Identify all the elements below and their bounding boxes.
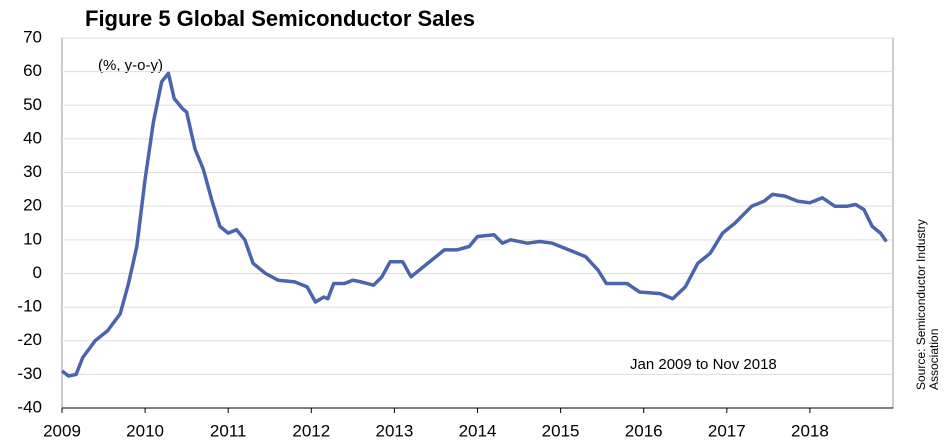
x-tick-label: 2012 <box>292 421 330 440</box>
y-tick-label: -40 <box>17 397 42 416</box>
y-tick-label: 10 <box>23 229 42 248</box>
x-tick-label: 2018 <box>791 421 829 440</box>
x-tick-label: 2014 <box>459 421 497 440</box>
y-tick-label: 50 <box>23 95 42 114</box>
x-tick-label: 2011 <box>210 421 247 440</box>
source-line: Association <box>927 329 941 390</box>
y-tick-label: 40 <box>23 128 42 147</box>
y-tick-label: 20 <box>23 196 42 215</box>
data-line <box>60 71 888 378</box>
annotation: Jan 2009 to Nov 2018 <box>630 356 777 373</box>
y-tick-label: 30 <box>23 162 42 181</box>
y-tick-label: -30 <box>17 364 42 383</box>
x-tick-label: 2009 <box>43 421 81 440</box>
y-tick-label: -10 <box>17 297 42 316</box>
y-tick-label: 60 <box>23 61 42 80</box>
x-tick-label: 2010 <box>126 421 164 440</box>
source-line: Source: Semiconductor Industry <box>914 219 928 390</box>
x-tick-label: 2017 <box>708 421 746 440</box>
y-axis-label: (%, y-o-y) <box>98 57 163 74</box>
plot-frame <box>61 37 894 409</box>
x-tick-label: 2015 <box>542 421 580 440</box>
y-tick-label: 0 <box>33 263 42 282</box>
x-tick-label: 2016 <box>625 421 663 440</box>
chart-title: Figure 5 Global Semiconductor Sales <box>85 6 475 31</box>
y-tick-label: -20 <box>17 330 42 349</box>
y-tick-label: 70 <box>23 27 42 46</box>
source: Source: Semiconductor Industry Associati… <box>914 219 941 390</box>
x-tick-label: 2013 <box>375 421 413 440</box>
